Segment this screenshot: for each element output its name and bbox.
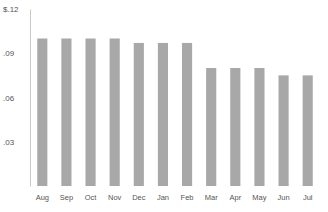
x-tick-label: Jul bbox=[303, 193, 313, 202]
bar bbox=[61, 39, 71, 187]
chart: .03 .06 .09 $.12 Aug Sep Oct Nov Dec Jan Feb Mar Apr… bbox=[0, 0, 328, 212]
plot: .03 .06 .09 $.12 Aug Sep Oct Nov Dec Jan Feb Mar Apr… bbox=[3, 5, 321, 202]
bar bbox=[279, 75, 289, 186]
x-tick: Dec bbox=[132, 186, 146, 202]
x-tick: Nov bbox=[108, 186, 122, 202]
x-tick: Jul bbox=[303, 186, 313, 202]
x-tick: Jan bbox=[157, 186, 169, 202]
x-tick-label: Jun bbox=[278, 193, 290, 202]
x-tick-label: Sep bbox=[60, 193, 73, 202]
y-tick: .03 bbox=[3, 138, 30, 147]
bar bbox=[254, 68, 264, 186]
bar bbox=[134, 43, 144, 186]
bar bbox=[37, 39, 47, 187]
x-tick-label: Dec bbox=[132, 193, 146, 202]
y-tick: $.12 bbox=[3, 5, 30, 14]
bar bbox=[206, 68, 216, 186]
x-tick: May bbox=[252, 186, 266, 202]
bar bbox=[182, 43, 192, 186]
x-tick: Mar bbox=[205, 186, 218, 202]
x-tick-label: Mar bbox=[205, 193, 218, 202]
x-tick: Sep bbox=[60, 186, 73, 202]
y-axis: .03 .06 .09 $.12 bbox=[3, 5, 31, 186]
x-tick: Feb bbox=[181, 186, 194, 202]
y-tick-label: $.12 bbox=[3, 5, 19, 14]
y-tick: .09 bbox=[3, 49, 30, 58]
x-tick-label: Jan bbox=[157, 193, 169, 202]
y-tick-label: .03 bbox=[3, 138, 15, 147]
x-axis: Aug Sep Oct Nov Dec Jan Feb Mar Apr May Jun Jul bbox=[31, 186, 321, 202]
bar bbox=[230, 68, 240, 186]
x-tick-label: Nov bbox=[108, 193, 122, 202]
x-tick-label: Oct bbox=[85, 193, 98, 202]
x-tick: Oct bbox=[85, 186, 98, 202]
bars bbox=[37, 39, 313, 187]
x-tick-label: May bbox=[252, 193, 266, 202]
x-tick-label: Aug bbox=[36, 193, 49, 202]
y-tick: .06 bbox=[3, 94, 30, 103]
x-tick: Apr bbox=[229, 186, 241, 202]
y-tick-label: .06 bbox=[3, 94, 15, 103]
x-tick: Jun bbox=[278, 186, 290, 202]
x-axis-line bbox=[31, 186, 321, 187]
bar bbox=[85, 39, 95, 187]
x-tick-label: Feb bbox=[181, 193, 194, 202]
y-axis-line bbox=[30, 10, 31, 187]
x-tick-label: Apr bbox=[229, 193, 241, 202]
y-tick-label: .09 bbox=[3, 49, 15, 58]
x-tick: Aug bbox=[36, 186, 49, 202]
bar bbox=[110, 39, 120, 187]
bar bbox=[158, 43, 168, 186]
bar bbox=[303, 75, 313, 186]
